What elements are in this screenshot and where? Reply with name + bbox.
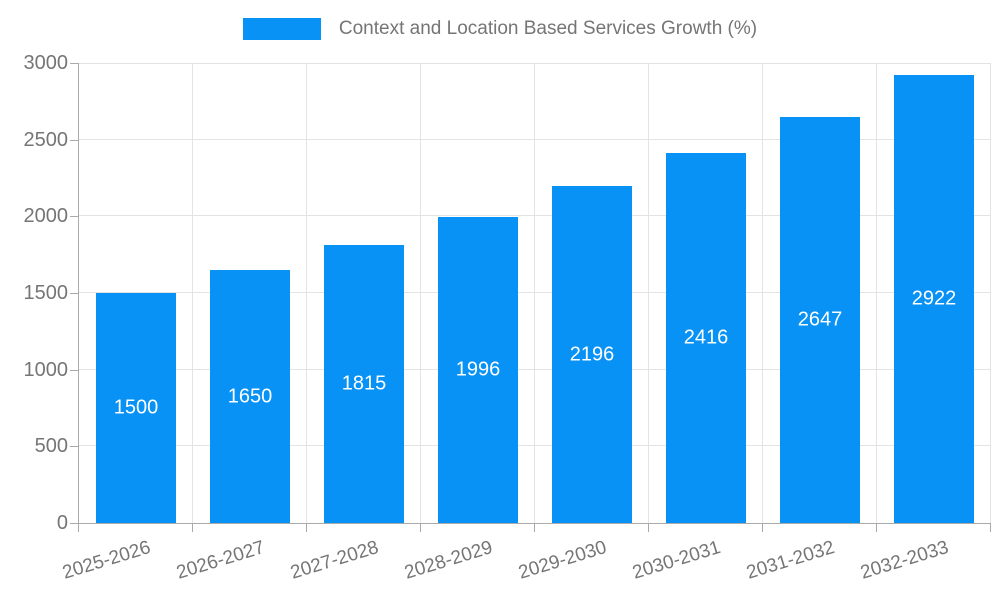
y-axis-tick-label: 0	[56, 512, 68, 534]
bar-value-label: 1996	[455, 358, 501, 381]
bar: 1996	[438, 216, 518, 523]
y-axis-tick	[70, 369, 78, 371]
x-axis-tick	[876, 524, 877, 532]
y-axis-tick-label: 2500	[23, 128, 69, 151]
vertical-gridline	[648, 63, 649, 523]
y-axis-tick	[70, 216, 78, 218]
horizontal-gridline	[79, 215, 991, 217]
vertical-gridline	[306, 63, 307, 523]
bar-value-label: 2647	[797, 308, 843, 331]
bar-value-label: 1500	[113, 396, 159, 419]
vertical-gridline	[420, 63, 421, 523]
bar: 2922	[894, 74, 974, 523]
vertical-gridline	[192, 63, 193, 523]
y-axis-tick-label: 500	[34, 435, 68, 458]
bar-value-label: 2416	[683, 326, 729, 349]
x-axis-tick	[762, 524, 763, 532]
horizontal-gridline	[79, 292, 991, 293]
horizontal-gridline	[79, 63, 991, 64]
y-axis-tick	[70, 523, 78, 524]
bar-value-label: 1815	[341, 372, 387, 395]
horizontal-gridline	[79, 138, 991, 140]
bar: 1500	[96, 293, 176, 523]
y-axis-tick	[70, 293, 78, 294]
bar: 1815	[324, 244, 404, 523]
chart-legend[interactable]: Context and Location Based Services Grow…	[0, 18, 1000, 40]
vertical-gridline	[990, 63, 991, 523]
y-axis-tick-label: 2000	[23, 205, 69, 228]
x-axis-tick	[306, 524, 307, 532]
x-axis-tick	[192, 524, 193, 532]
x-axis-tick	[990, 524, 991, 532]
bar-value-label: 2922	[911, 287, 957, 310]
bar-value-label: 1650	[227, 385, 273, 407]
y-axis-tick	[70, 63, 78, 64]
vertical-gridline	[762, 63, 763, 523]
bar: 2196	[552, 186, 632, 523]
y-axis-tick	[70, 139, 78, 141]
vertical-gridline	[876, 63, 877, 523]
x-axis-tick	[420, 524, 421, 532]
x-axis-tick	[648, 524, 649, 532]
y-axis-tick	[70, 446, 78, 448]
x-axis-tick	[534, 524, 535, 532]
horizontal-gridline	[79, 445, 991, 447]
bar: 2647	[780, 117, 860, 523]
bar: 2416	[666, 152, 746, 523]
vertical-gridline	[534, 63, 535, 523]
y-axis-tick-label: 1000	[23, 358, 69, 381]
y-axis-tick-label: 3000	[23, 52, 69, 74]
horizontal-gridline	[79, 368, 991, 370]
bar-value-label: 2196	[569, 343, 615, 366]
legend-swatch	[242, 18, 321, 40]
x-axis-tick	[78, 524, 79, 532]
y-axis-tick-label: 1500	[23, 282, 69, 304]
bar: 1650	[210, 270, 290, 523]
plot-area: 1500 1650 1815 1996 2196 2416 2647 2922	[78, 63, 991, 524]
legend-label: Context and Location Based Services Grow…	[338, 18, 758, 39]
